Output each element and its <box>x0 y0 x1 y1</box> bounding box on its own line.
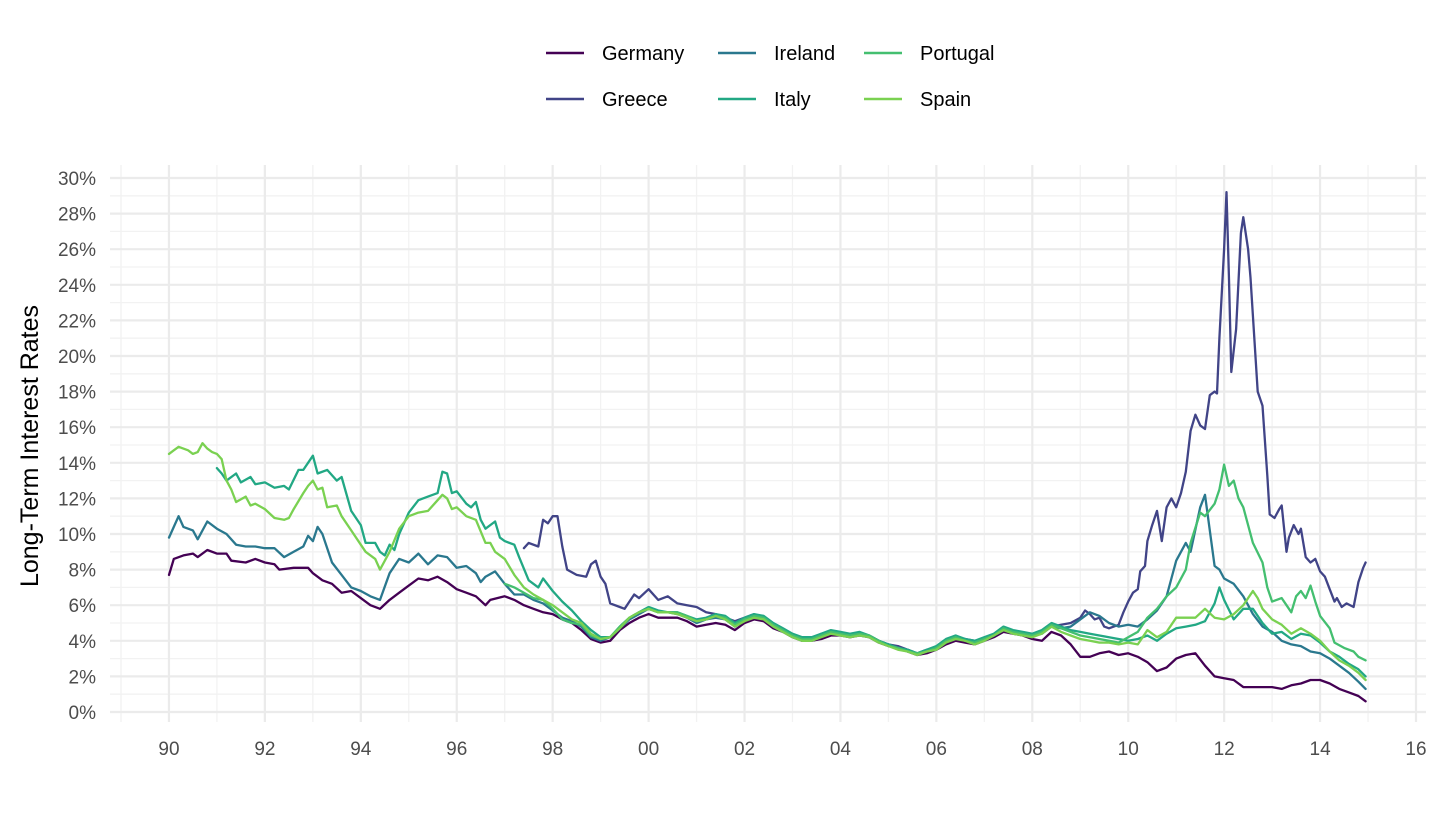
series-line-germany <box>167 548 1367 703</box>
series-line-portugal <box>503 463 1367 662</box>
x-tick-label: 12 <box>1214 739 1235 760</box>
legend-label-greece: Greece <box>602 89 668 111</box>
legend-label-germany: Germany <box>602 43 684 65</box>
y-tick-label: 10% <box>58 525 96 546</box>
y-tick-label: 24% <box>58 276 96 297</box>
axis-layer: 90 92 94 96 98 00 02 04 06 08 10 12 14 16 0% 2% 4% 6% 8% 10… <box>58 169 1427 760</box>
legend-label-spain: Spain <box>920 89 971 111</box>
x-tick-label: 92 <box>254 739 275 760</box>
series-line-greece <box>522 191 1367 655</box>
series-line-spain <box>167 442 1367 682</box>
y-tick-label: 6% <box>69 596 97 617</box>
x-tick-label: 04 <box>830 739 852 760</box>
x-tick-label: 96 <box>446 739 467 760</box>
y-axis-title: Long-Term Interest Rates <box>16 305 44 587</box>
y-tick-label: 8% <box>69 561 97 582</box>
x-tick-label: 08 <box>1022 739 1043 760</box>
legend-label-portugal: Portugal <box>920 43 995 65</box>
y-tick-label: 14% <box>58 454 96 475</box>
legend-label-ireland: Ireland <box>774 43 835 65</box>
legend: Germany Greece Ireland Italy Portugal Spain <box>546 43 995 111</box>
x-tick-label: 06 <box>926 739 947 760</box>
y-tick-label: 20% <box>58 347 96 368</box>
x-tick-label: 90 <box>158 739 179 760</box>
y-tick-label: 30% <box>58 169 96 190</box>
y-tick-label: 12% <box>58 489 96 510</box>
x-tick-label: 14 <box>1310 739 1332 760</box>
x-tick-label: 10 <box>1118 739 1139 760</box>
legend-label-italy: Italy <box>774 89 811 111</box>
y-tick-label: 28% <box>58 205 96 226</box>
x-tick-label: 02 <box>734 739 755 760</box>
x-tick-label: 94 <box>350 739 372 760</box>
x-tick-label: 16 <box>1405 739 1426 760</box>
series-line-italy <box>215 454 1367 678</box>
series-layer <box>167 191 1367 703</box>
x-tick-label: 98 <box>542 739 563 760</box>
x-tick-label: 00 <box>638 739 659 760</box>
y-tick-label: 18% <box>58 383 96 404</box>
y-tick-label: 22% <box>58 311 96 332</box>
y-tick-label: 26% <box>58 240 96 261</box>
y-tick-label: 2% <box>69 667 97 688</box>
y-tick-label: 0% <box>69 703 97 724</box>
y-tick-label: 4% <box>69 632 97 653</box>
y-tick-label: 16% <box>58 418 96 439</box>
